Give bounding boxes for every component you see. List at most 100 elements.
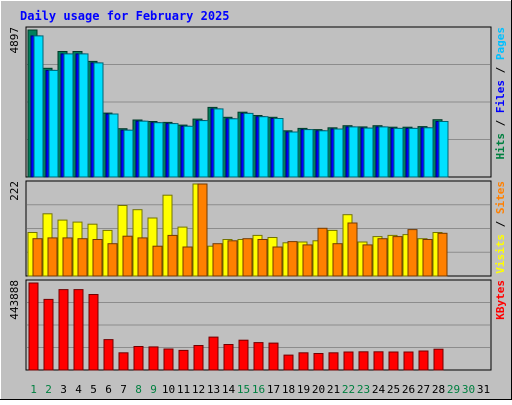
bar-kbytes-day-25 [388,351,399,371]
x-tick-label-11: 11 [177,383,190,396]
bar-sites-day-25 [392,236,403,277]
bar-sites-day-21 [332,243,343,277]
bar-sites-day-22 [347,222,358,277]
x-tick-label-27: 27 [417,383,430,396]
bar-pages-day-12 [198,120,209,178]
bar-pages-day-3 [63,53,74,178]
bar-sites-day-23 [362,244,373,277]
bar-sites-day-20 [317,227,328,277]
bar-sites-day-5 [92,239,103,277]
x-tick-label-19: 19 [297,383,310,396]
x-tick-label-4: 4 [75,383,82,396]
x-tick-label-25: 25 [387,383,400,396]
bar-pages-day-4 [78,53,89,178]
bar-sites-day-18 [287,241,298,277]
x-tick-label-6: 6 [105,383,112,396]
bar-pages-day-27 [423,127,434,178]
bar-kbytes-day-14 [223,344,234,371]
bar-kbytes-day-9 [148,346,159,371]
legend-entry: Visits [494,234,507,274]
bar-kbytes-day-2 [43,298,54,371]
bar-kbytes-day-10 [163,348,174,371]
bar-kbytes-day-3 [58,289,69,371]
legend-entry: Sites [494,181,507,214]
bar-kbytes-day-20 [313,353,324,371]
x-tick-label-8: 8 [135,383,142,396]
bar-pages-day-17 [273,118,284,178]
bar-pages-day-28 [438,121,449,178]
bar-sites-day-10 [167,234,178,277]
bar-kbytes-day-5 [88,294,99,371]
x-axis-labels: 1 2 3 4 5 6 7 8 9 10 11 12 13 14 15 16 17 18 19 20 21 22 23 24 2… [30,383,490,396]
bar-sites-day-6 [107,243,118,277]
bar-pages-day-9 [153,122,164,178]
bar-kbytes-day-7 [118,352,129,371]
chart-panels: 4897 Hits / Files / Pages 222 Visits / Site… [8,26,507,371]
bar-kbytes-day-21 [328,352,339,371]
legend-entry: / [494,214,507,234]
bar-sites-day-7 [122,235,133,277]
bar-kbytes-day-28 [433,348,444,371]
bar-pages-day-20 [318,130,329,178]
bar-sites-day-4 [77,238,88,277]
bar-sites-day-15 [242,238,253,277]
bar-pages-day-14 [228,118,239,178]
panel-legend: Visits / Sites [494,181,507,274]
legend-entry: / [494,60,507,80]
legend-entry: KBytes [494,280,507,320]
bar-sites-day-1 [32,238,43,277]
bar-pages-day-18 [288,131,299,178]
x-tick-label-22: 22 [342,383,355,396]
bar-kbytes-day-19 [298,352,309,371]
bar-sites-day-11 [182,246,193,277]
bar-sites-day-28 [437,232,448,277]
bar-pages-day-2 [48,69,59,178]
x-tick-label-17: 17 [267,383,280,396]
bar-pages-day-25 [393,127,404,178]
bar-sites-day-19 [302,244,313,277]
bar-sites-day-24 [377,238,388,277]
bar-pages-day-24 [378,126,389,178]
bar-kbytes-day-8 [133,346,144,371]
bar-kbytes-day-15 [238,339,249,371]
panel-legend: KBytes [494,280,507,320]
bar-pages-day-8 [138,120,149,178]
bar-kbytes-day-1 [28,282,39,371]
bar-pages-day-21 [333,128,344,178]
x-tick-label-23: 23 [357,383,370,396]
bar-sites-day-3 [62,237,73,277]
bar-kbytes-day-16 [253,342,264,371]
bar-pages-day-6 [108,113,119,178]
x-tick-label-13: 13 [207,383,220,396]
x-tick-label-29: 29 [447,383,460,396]
x-tick-label-9: 9 [150,383,157,396]
bar-kbytes-day-26 [403,351,414,371]
x-tick-label-12: 12 [192,383,205,396]
bar-pages-day-11 [183,125,194,178]
x-tick-label-10: 10 [162,383,175,396]
bar-kbytes-day-27 [418,350,429,371]
bar-kbytes-day-6 [103,339,114,371]
bar-kbytes-day-17 [268,342,279,371]
x-tick-label-28: 28 [432,383,445,396]
bar-kbytes-day-23 [358,351,369,371]
bar-kbytes-day-11 [178,349,189,371]
panel-visits-sites: 222 Visits / Sites [8,180,507,277]
x-tick-label-15: 15 [237,383,250,396]
legend-entry: Pages [494,27,507,60]
max-value-label: 4897 [8,27,21,54]
bar-pages-day-10 [168,123,179,178]
x-tick-label-21: 21 [327,383,340,396]
x-tick-label-26: 26 [402,383,415,396]
bar-sites-day-27 [422,239,433,277]
bar-pages-day-15 [243,112,254,178]
bar-kbytes-day-22 [343,351,354,371]
bar-sites-day-8 [137,237,148,277]
panel-hits-files-pages: 4897 Hits / Files / Pages [8,26,507,178]
bar-sites-day-9 [152,245,163,277]
panel-kbytes: 443888 KBytes [8,279,507,371]
bar-pages-day-13 [213,108,224,178]
bar-sites-day-2 [47,237,58,277]
x-tick-label-1: 1 [30,383,37,396]
